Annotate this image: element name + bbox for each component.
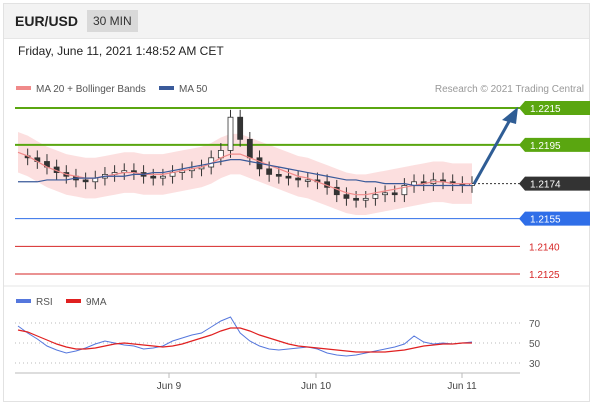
ma50-legend-swatch (159, 86, 174, 90)
timestamp: Friday, June 11, 2021 1:48:52 AM CET (18, 44, 224, 58)
instrument-title: EUR/USD (15, 13, 79, 29)
rsi-legend-label: RSI (36, 297, 53, 308)
x-tick-label-1: Jun 10 (301, 381, 331, 392)
candle-body-36 (362, 197, 369, 201)
level-label-2: 1.2174 (530, 180, 561, 191)
chart-widget: EUR/USD 30 MIN Friday, June 11, 2021 1:4… (3, 3, 590, 402)
candle-body-15 (159, 175, 166, 179)
level-label-5: 1.2125 (529, 270, 560, 281)
level-label-0: 1.2215 (530, 104, 561, 115)
level-tag-1: 1.2195 (519, 137, 590, 152)
candle-body-38 (382, 192, 388, 196)
rsi-tick-1: 50 (529, 339, 541, 350)
candle-body-24 (246, 138, 253, 159)
ma20-legend-swatch (16, 86, 31, 90)
candle-body-7 (82, 179, 89, 183)
candle-body-29 (295, 177, 302, 181)
rsi-tick-2: 30 (529, 359, 541, 370)
level-tag-bg-3 (519, 211, 590, 226)
x-tick-label-2: Jun 11 (447, 381, 477, 392)
level-tag-3: 1.2155 (519, 211, 590, 226)
candle-body-26 (266, 168, 273, 175)
rsi-ma-legend-swatch (66, 299, 81, 303)
level-tag-bg-2 (519, 176, 590, 191)
level-label-3: 1.2155 (530, 215, 561, 226)
level-label-1: 1.2195 (530, 141, 561, 152)
level-tag-bg-1 (519, 137, 590, 152)
candle-body-28 (285, 175, 292, 179)
candle-body-34 (343, 194, 350, 199)
candle-body-35 (353, 197, 359, 201)
level-tag-2: 1.2174 (519, 176, 590, 191)
rsi-ma-legend-label: 9MA (86, 297, 107, 308)
candle-body-22 (227, 116, 234, 151)
candle-body-23 (237, 116, 244, 140)
level-tag-0: 1.2215 (519, 101, 590, 115)
level-label-4: 1.2140 (529, 242, 560, 253)
level-tag-bg-0 (519, 101, 590, 115)
research-credit: Research © 2021 Trading Central (435, 84, 584, 95)
candle-body-40 (401, 185, 408, 196)
chart-header: EUR/USD 30 MIN (4, 4, 589, 39)
x-tick-label-0: Jun 9 (157, 381, 182, 392)
timeframe-badge[interactable]: 30 MIN (87, 10, 138, 32)
candle-body-37 (372, 194, 379, 199)
forecast-arrow-head (502, 107, 518, 124)
forecast-arrow-shaft (472, 117, 513, 185)
ma20-legend-label: MA 20 + Bollinger Bands (36, 84, 146, 95)
candle-body-30 (304, 179, 311, 182)
candle-body-14 (150, 175, 157, 179)
ma50-line (18, 159, 472, 187)
candle-body-27 (275, 173, 282, 177)
ma50-legend-label: MA 50 (179, 84, 208, 95)
candle-body-33 (333, 186, 340, 196)
rsi-tick-0: 70 (529, 319, 541, 330)
rsi-line (17, 316, 473, 357)
candle-body-39 (391, 192, 398, 196)
rsi-ma-line (17, 327, 472, 353)
rsi-legend-swatch (16, 299, 31, 303)
